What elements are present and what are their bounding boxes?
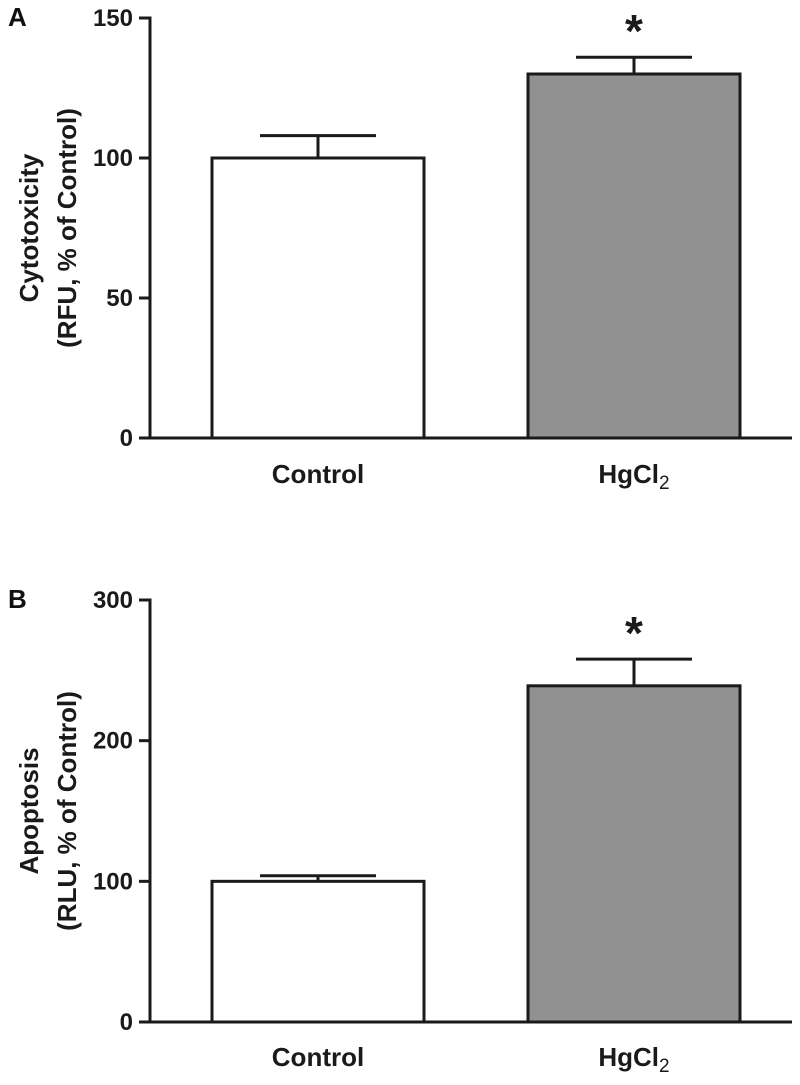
y-tick-label: 200 [93,728,133,755]
cytotoxicity-chart: 0 50 100 150 Cytotoxicity (RFU, % of Control)… [14,5,792,494]
bar-hgcl2 [526,684,742,1024]
y-axis-title-line1: Apoptosis [14,747,44,874]
y-axis-title-line2: (RFU, % of Control) [52,108,82,348]
y-tick-label: 300 [93,587,133,614]
y-tick-label: 0 [120,425,133,452]
y-tick-label: 50 [106,285,133,312]
panel-label-a: A [8,2,27,32]
y-axis-title-line1: Cytotoxicity [14,153,44,302]
bar-control [210,879,426,1024]
x-tick-label: Control [272,459,364,489]
x-tick-label: Control [272,1042,364,1072]
bar-control [210,156,426,440]
y-tick-label: 100 [93,145,133,172]
y-tick-label: 150 [93,5,133,32]
y-tick-label: 100 [93,868,133,895]
bar-hgcl2 [526,72,742,440]
y-tick-label: 0 [120,1009,133,1036]
significance-marker: * [625,607,643,659]
significance-marker: * [625,5,643,57]
panel-label-b: B [8,584,27,614]
panel-b: B 0 100 200 300 Apoptosis (RLU, % of Control)… [0,540,800,1080]
apoptosis-chart: 0 100 200 300 Apoptosis (RLU, % of Control) Co… [14,587,792,1077]
x-tick-label: HgCl2 [598,1042,669,1077]
x-tick-label: HgCl2 [598,459,669,494]
panel-a: A 0 50 100 150 Cytotoxicity (RFU, % of Contro… [0,0,800,540]
y-axis-title-line2: (RLU, % of Control) [52,691,82,931]
